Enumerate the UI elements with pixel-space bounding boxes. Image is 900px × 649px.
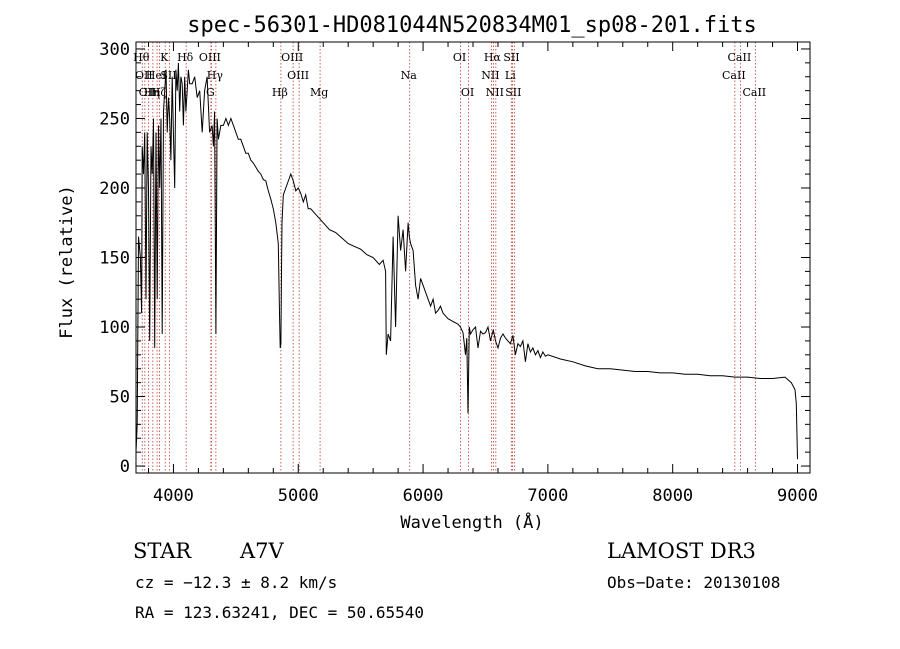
line-marker-label-27: CaII [742,86,766,99]
spectrum-series-line [135,62,798,460]
line-marker-label-7: SII [160,69,176,82]
line-marker-label-25: CaII [722,69,746,82]
line-marker-label-9: OIII [199,51,221,64]
x-axis-ticks: 4000 5000 6000 7000 8000 9000 [147,42,818,506]
line-marker-label-17: OI [453,51,466,64]
object-class: STAR [133,539,192,563]
line-marker-label-6: K [160,51,169,64]
line-marker-label-3: Hη [144,86,160,99]
x-tick-label-2: 6000 [403,486,444,506]
line-marker-label-24: SII [505,86,521,99]
info-panel: STAR A7V LAMOST DR3 cz = −12.3 ± 8.2 km/… [133,539,780,622]
line-marker-label-2: OII [139,86,157,99]
survey-name: LAMOST DR3 [607,539,756,563]
line-marker-label-16: Na [401,69,418,82]
x-tick-label-3: 7000 [527,486,568,506]
x-tick-label-4: 8000 [652,486,693,506]
line-marker-label-19: NII [481,69,499,82]
line-marker-label-18: OI [461,86,474,99]
y-tick-label-2: 100 [99,318,130,338]
line-marker-label-10: G [206,86,215,99]
line-marker-label-5: Hζ [151,86,167,99]
x-axis-label: Wavelength (Å) [400,511,543,533]
chart-title: spec-56301-HD081044N520834M01_sp08-201.f… [187,13,757,38]
line-marker-label-26: CaII [728,51,752,64]
y-axis-label: Flux (relative) [57,185,77,339]
line-marker-label-0: Hθ [133,51,150,64]
line-marker-label-21: NII [486,86,504,99]
line-marker-label-20: Hα [484,51,502,64]
line-marker-label-23: SII [503,51,519,64]
x-tick-label-1: 5000 [278,486,319,506]
line-marker-label-13: OIII [281,51,303,64]
line-marker-label-1: OII [135,69,153,82]
y-axis-ticks: 0 50 100 150 200 250 300 [99,40,810,477]
line-marker-label-12: Hβ [272,86,288,99]
line-marker-label-8: Hδ [177,51,194,64]
line-markers [141,42,756,473]
y-tick-label-5: 250 [99,109,130,129]
ra-dec-coordinates: RA = 123.63241, DEC = 50.65540 [135,603,424,622]
y-tick-label-0: 0 [120,457,130,477]
object-subclass: A7V [239,539,285,563]
observation-date: Obs−Date: 20130108 [607,573,780,592]
y-tick-label-4: 200 [99,179,130,199]
redshift-cz: cz = −12.3 ± 8.2 km/s [135,573,337,592]
plot-frame [135,41,811,474]
y-tick-label-1: 50 [110,388,130,408]
line-marker-label-15: Mg [310,86,328,99]
line-marker-label-14: OIII [287,69,309,82]
x-tick-label-0: 4000 [153,486,194,506]
line-marker-label-11: Hγ [207,69,224,82]
x-tick-label-5: 9000 [777,486,818,506]
y-tick-label-3: 150 [99,249,130,269]
line-marker-label-22: Li [505,69,516,82]
line-marker-label-4: HeI [146,69,166,82]
y-tick-label-6: 300 [99,40,130,60]
